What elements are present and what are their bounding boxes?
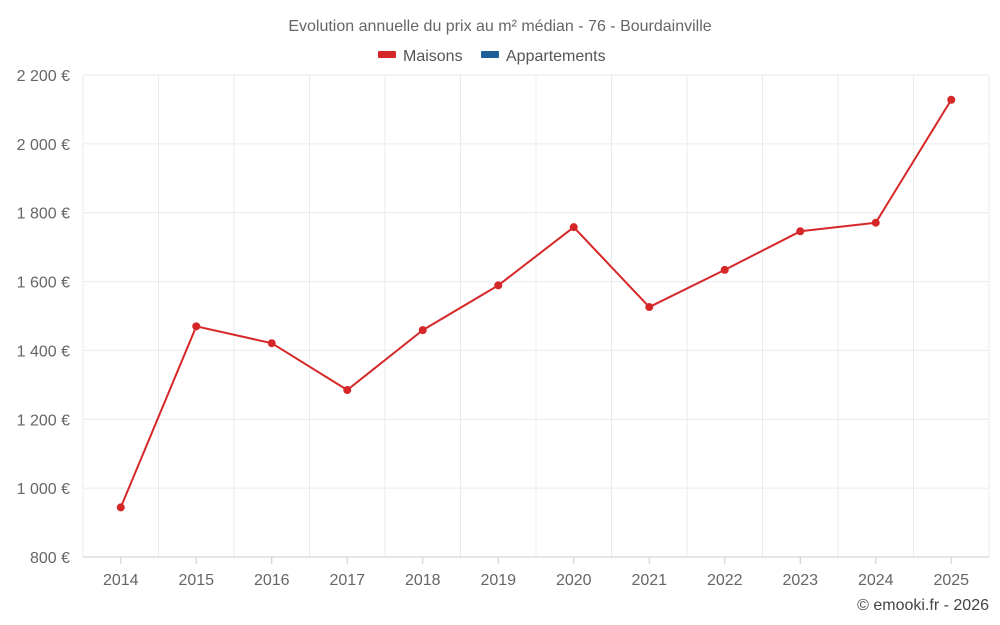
data-point[interactable] [267,339,276,348]
legend-item-appartements[interactable]: Appartements [481,48,606,65]
gridlines [82,74,990,557]
y-tick-label: 2 200 € [17,68,70,85]
data-point[interactable] [947,95,956,104]
legend-swatch-maisons [378,51,396,58]
y-tick-label: 800 € [30,550,70,567]
legend-item-maisons[interactable]: Maisons [378,48,463,65]
x-tick-label: 2025 [933,572,969,589]
credit-text: © emooki.fr - 2026 [857,597,989,614]
x-tick-label: 2022 [707,572,743,589]
x-tick-label: 2021 [631,572,667,589]
data-point[interactable] [418,326,427,335]
data-point[interactable] [871,218,880,227]
chart-title: Evolution annuelle du prix au m² médian … [288,18,711,35]
legend-label-maisons[interactable]: Maisons [403,48,463,65]
data-point[interactable] [720,265,729,274]
x-tick-label: 2023 [782,572,818,589]
data-point[interactable] [645,303,654,312]
y-tick-label: 2 000 € [17,137,70,154]
series-line-maisons [119,99,953,508]
x-tick-label: 2017 [329,572,365,589]
x-tick-label: 2016 [254,572,290,589]
y-tick-label: 1 400 € [17,343,70,360]
y-tick-label: 1 200 € [17,412,70,429]
y-tick-label: 1 000 € [17,481,70,498]
x-tick-label: 2018 [405,572,441,589]
x-tick-label: 2020 [556,572,592,589]
x-axis: 2014 2015 2016 2017 2018 2019 2020 2021 2022 2023… [83,556,989,589]
data-point[interactable] [116,503,125,512]
data-point[interactable] [192,322,201,331]
legend[interactable]: Maisons Appartements [378,48,606,65]
y-tick-label: 1 800 € [17,206,70,223]
y-tick-label: 1 600 € [17,275,70,292]
legend-label-appartements[interactable]: Appartements [506,48,606,65]
data-point[interactable] [343,386,352,395]
x-tick-label: 2014 [103,572,139,589]
x-tick-label: 2015 [178,572,214,589]
x-tick-label: 2019 [480,572,516,589]
legend-swatch-appartements [481,51,499,58]
data-point[interactable] [796,227,805,236]
data-point[interactable] [569,223,578,232]
x-tick-label: 2024 [858,572,894,589]
series-maisons [116,95,956,512]
data-point[interactable] [494,281,503,290]
y-axis: 800 € 1 000 € 1 200 € 1 400 € 1 600 € 1 800 €… [17,68,70,567]
